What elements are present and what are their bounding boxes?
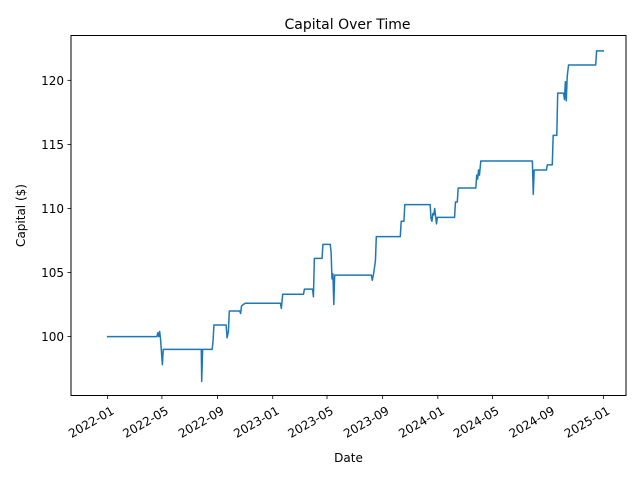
y-tick-label-1: 105 (41, 266, 64, 280)
y-tick-label-4: 120 (41, 74, 64, 88)
y-axis: 100 105 110 115 120 (41, 74, 71, 344)
y-tick-label-3: 115 (41, 138, 64, 152)
plot-frame (70, 35, 627, 396)
y-axis-title: Capital ($) (14, 184, 28, 247)
plot-layer (106, 50, 605, 383)
x-axis-title: Date (334, 451, 363, 465)
y-tick-label-0: 100 (41, 330, 64, 344)
chart-title: Capital Over Time (285, 17, 411, 33)
series-line-0 (106, 50, 605, 383)
y-tick-label-2: 110 (41, 202, 64, 216)
